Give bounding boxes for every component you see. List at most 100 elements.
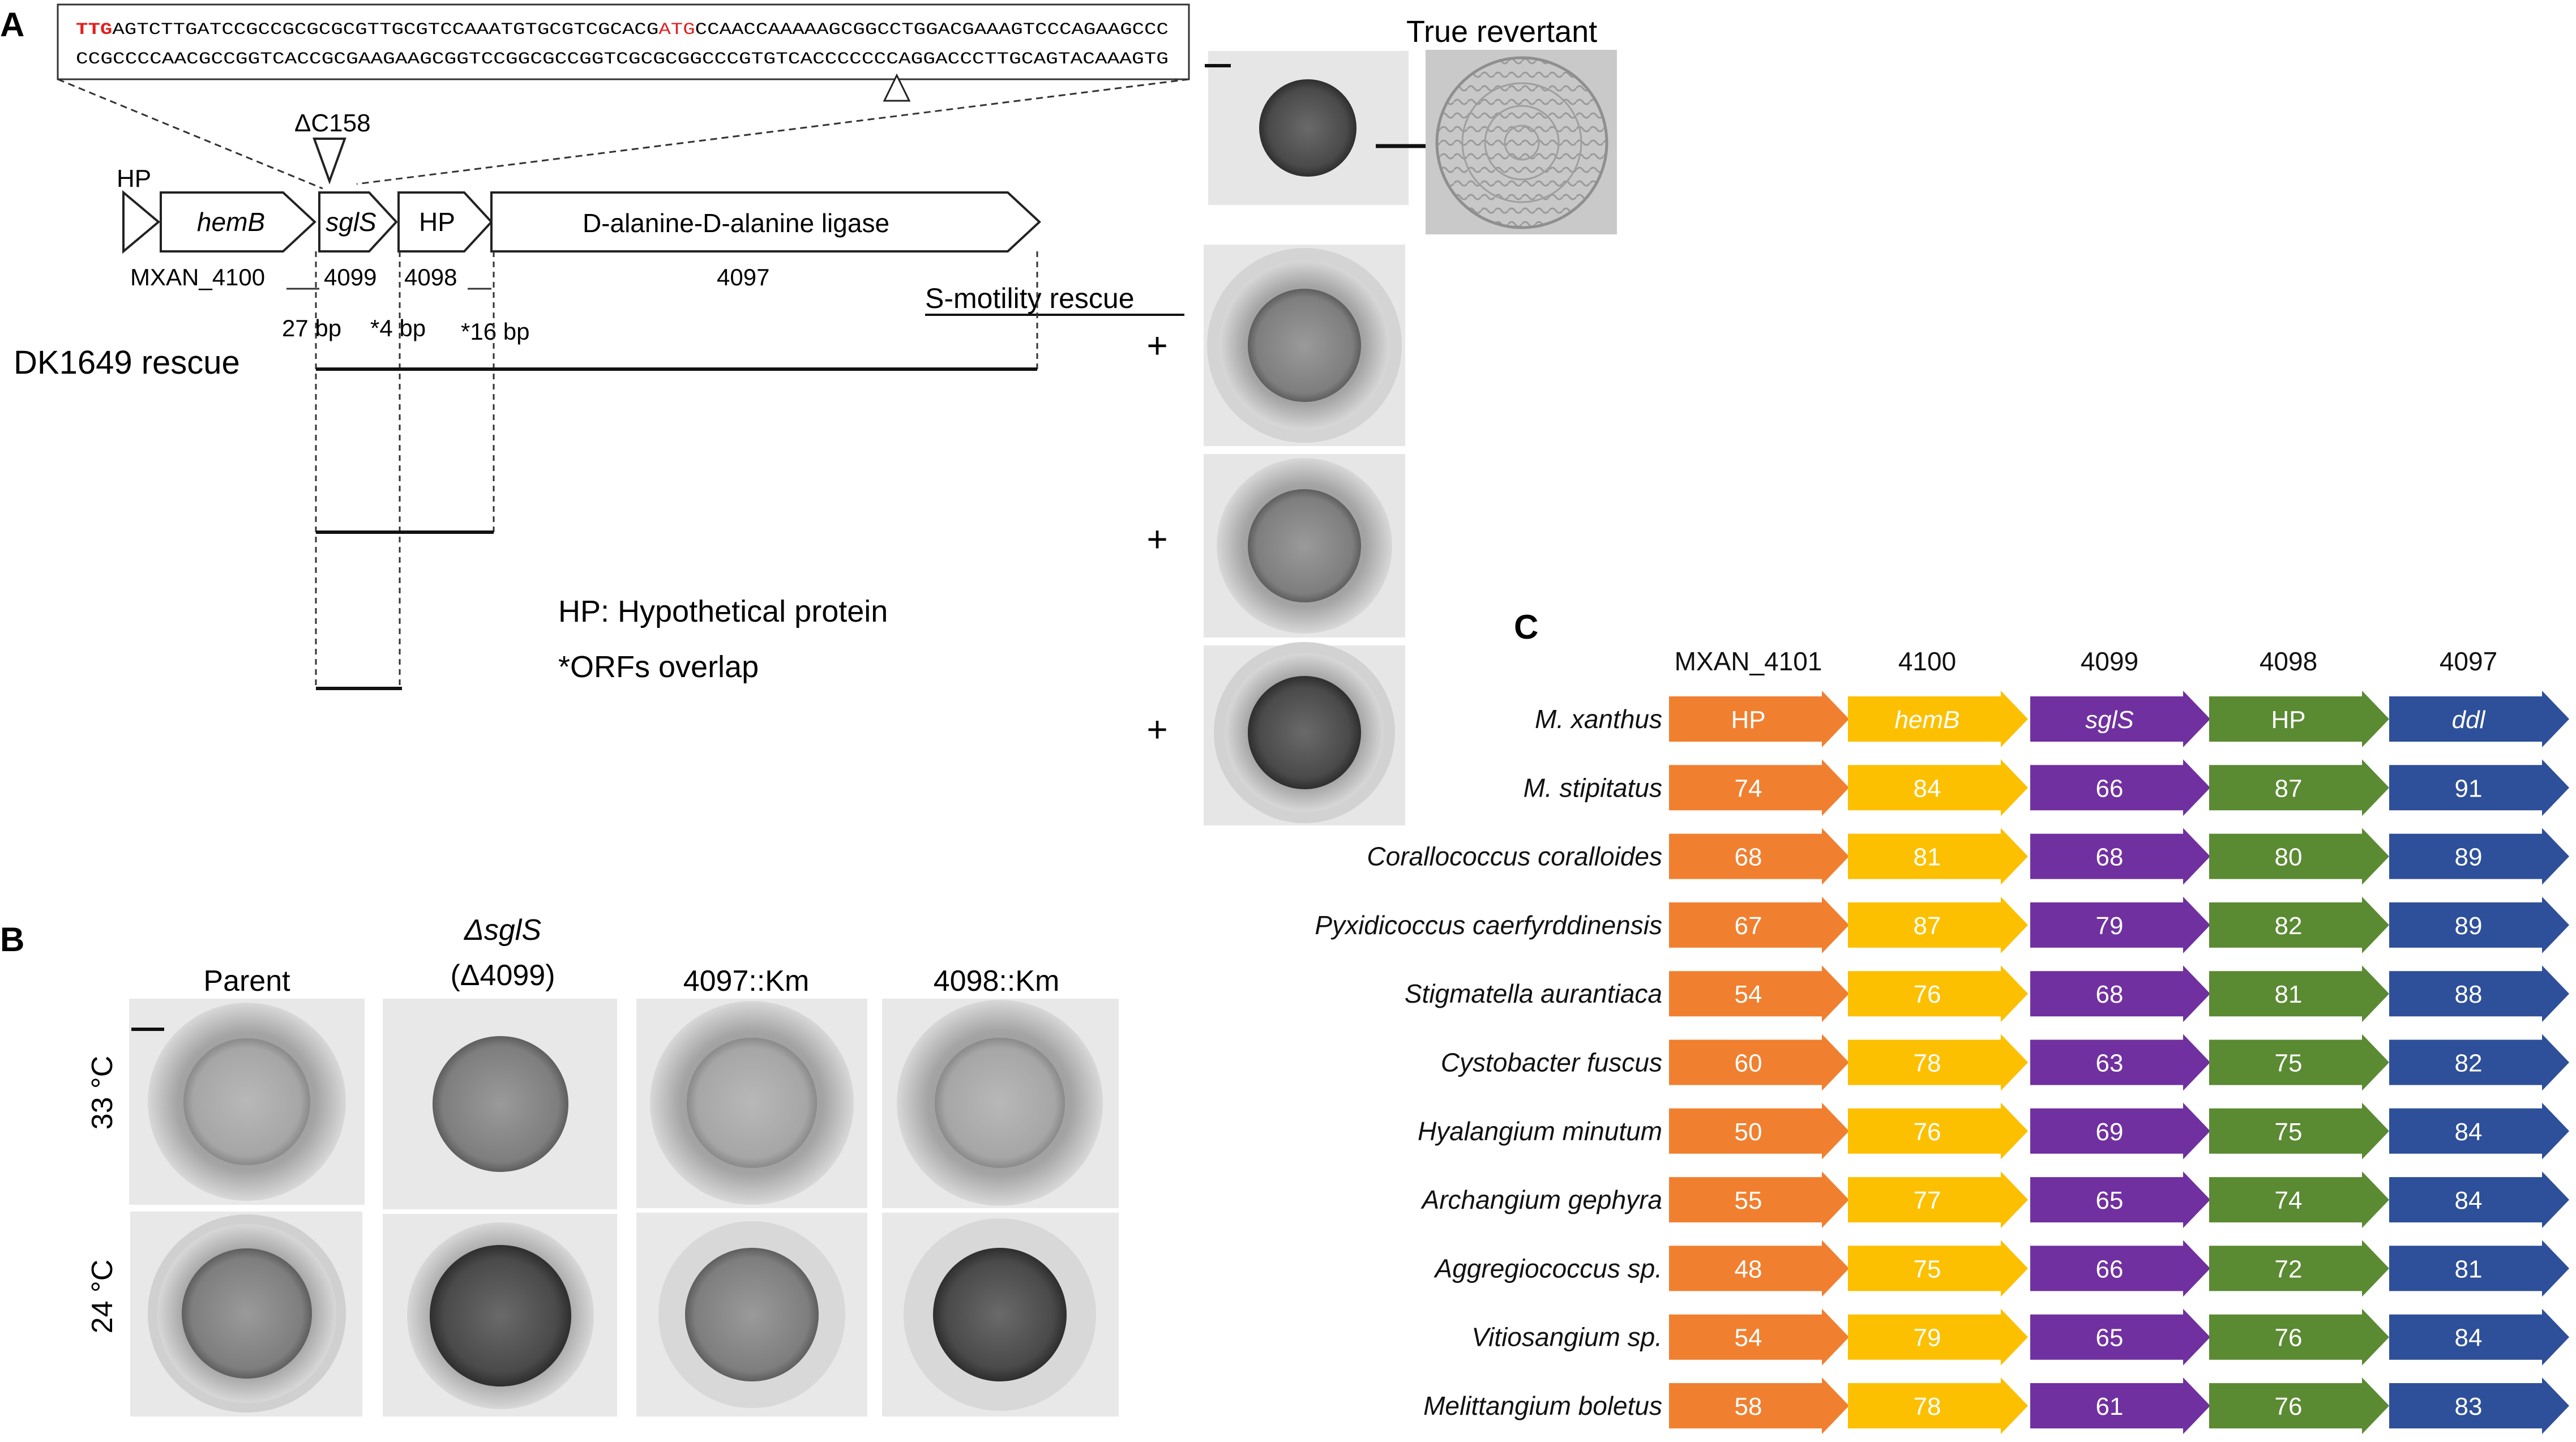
- identity-value: 81: [2275, 981, 2303, 1008]
- identity-value: 74: [1735, 775, 1762, 802]
- identity-value: 84: [2455, 1118, 2483, 1146]
- identity-value: 48: [1735, 1255, 1762, 1283]
- identity-value: 82: [2455, 1050, 2483, 1077]
- gene-arrow: [2389, 1240, 2569, 1297]
- identity-value: 66: [2096, 1255, 2124, 1283]
- identity-value: 84: [2455, 1187, 2483, 1214]
- hp-top-label: HP: [117, 165, 151, 192]
- species-name: Cystobacter fuscus: [1441, 1048, 1662, 1077]
- identity-value: 75: [2275, 1050, 2303, 1077]
- gene-arrow: [1669, 1377, 1849, 1434]
- identity-value: 78: [1914, 1050, 1941, 1077]
- identity-value: 80: [2275, 844, 2303, 871]
- gene-arrow: [2209, 828, 2389, 885]
- gene-arrow: [2389, 1171, 2569, 1229]
- gene-arrow: [2209, 965, 2389, 1022]
- species-name: Archangium gephyra: [1420, 1185, 1662, 1214]
- smotility-rescue-label: S-motility rescue: [925, 283, 1135, 314]
- gene-number-4100: MXAN_4100: [130, 264, 265, 290]
- gene-arrow: [2030, 759, 2210, 816]
- col-header-parent: Parent: [203, 965, 290, 998]
- species-name: Aggregiococcus sp.: [1434, 1253, 1662, 1283]
- col-header-sglS: ΔsglS: [463, 914, 541, 947]
- gene-arrow: [2030, 1308, 2210, 1366]
- plate-sglS-33c: [383, 999, 617, 1209]
- zoom-line-left: [57, 78, 323, 190]
- plate-rescue-3: [1204, 642, 1405, 825]
- gene-arrow: [1669, 828, 1849, 885]
- species-name: M. xanthus: [1535, 704, 1662, 734]
- identity-value: 74: [2275, 1187, 2303, 1214]
- identity-value: 54: [1735, 981, 1762, 1008]
- gene-ddl-label: D-alanine-D-alanine ligase: [583, 208, 889, 238]
- gene-number-4099: 4099: [324, 264, 376, 290]
- gene-arrow: [2209, 1308, 2389, 1366]
- identity-value: 68: [1735, 844, 1762, 871]
- gene-arrow: [2209, 759, 2389, 816]
- identity-value: 63: [2096, 1050, 2124, 1077]
- gene-arrow: [2209, 1034, 2389, 1091]
- gene-arrow: [1669, 691, 1849, 747]
- gene-arrow: [2209, 1102, 2389, 1159]
- sequence-line-2: CCGCCCCAACGCCGGTCACCGCGAAGAAGCGGTCCGGCGC…: [76, 50, 1169, 69]
- gene-arrow: [1848, 896, 2028, 953]
- plate-true-revertant: [1426, 50, 1617, 234]
- spacer-4bp: *4 bp: [370, 315, 426, 341]
- gene-arrow: [2389, 1034, 2569, 1091]
- plate-mutant-colony: [1205, 51, 1409, 205]
- identity-value: 75: [2275, 1118, 2303, 1146]
- gene-number-4098: 4098: [404, 264, 457, 290]
- plate-4098km-24c: [882, 1213, 1119, 1417]
- identity-value: 65: [2096, 1324, 2124, 1352]
- plate-4097km-33c: [636, 999, 867, 1208]
- gene-ddl: [490, 191, 1041, 253]
- identity-value: sglS: [2085, 706, 2134, 734]
- sequence-box: [57, 3, 1190, 80]
- identity-value: 68: [2096, 981, 2124, 1008]
- gene-arrow: [1669, 965, 1849, 1022]
- gene-arrow: [2030, 896, 2210, 953]
- identity-value: 54: [1735, 1324, 1762, 1352]
- plate-parent-24c: [130, 1212, 362, 1417]
- identity-value: HP: [2271, 706, 2305, 734]
- identity-value: 79: [1914, 1324, 1941, 1352]
- identity-value: 81: [1914, 844, 1941, 871]
- plate-parent-33c: [129, 999, 365, 1205]
- spacer-27bp: 27 bp: [282, 315, 341, 341]
- gene-hemB-label: hemB: [197, 207, 265, 237]
- gene-hp-4098-label: HP: [419, 207, 455, 237]
- gene-number-4097: 4097: [717, 264, 769, 290]
- gene-hemB: [160, 191, 316, 253]
- gene-arrow: [1848, 1377, 2028, 1434]
- gene-arrow: [2030, 1102, 2210, 1159]
- gene-arrow: [2030, 965, 2210, 1022]
- row-label-33c: 33 °C: [86, 1056, 119, 1130]
- zoom-line-right: [356, 78, 1189, 185]
- gene-arrow: [1848, 828, 2028, 885]
- gene-arrow: [1669, 1308, 1849, 1366]
- gene-arrow: [1669, 1102, 1849, 1159]
- col-header-4098km: 4098::Km: [934, 965, 1060, 998]
- gene-arrow: [2030, 691, 2210, 747]
- row-label-24c: 24 °C: [86, 1260, 119, 1334]
- sequence-line-1: TTG AGTCTTGATCCGCCGCGCGCGTTGCGTCCAAATGTGC…: [76, 20, 1169, 40]
- deletion-label: ΔC158: [294, 109, 371, 137]
- panel-b-letter: B: [0, 921, 24, 959]
- col-header-4097km: 4097::Km: [683, 965, 810, 998]
- gene-arrow: [2389, 1102, 2569, 1159]
- gene-arrow: [1848, 1034, 2028, 1091]
- gene-hp-4098: [397, 191, 493, 253]
- gene-arrow: [2389, 691, 2569, 747]
- spacer-16bp: *16 bp: [461, 318, 529, 345]
- gene-arrow: [2389, 965, 2569, 1022]
- identity-value: 67: [1735, 912, 1762, 940]
- legend-orf-overlap: *ORFs overlap: [558, 650, 759, 684]
- species-name: Hyalangium minutum: [1418, 1116, 1662, 1146]
- identity-value: 89: [2455, 912, 2483, 940]
- gene-arrow: [1848, 759, 2028, 816]
- plate-rescue-1: [1204, 245, 1405, 446]
- gene-arrow: [1848, 965, 2028, 1022]
- gene-arrow: [1848, 691, 2028, 747]
